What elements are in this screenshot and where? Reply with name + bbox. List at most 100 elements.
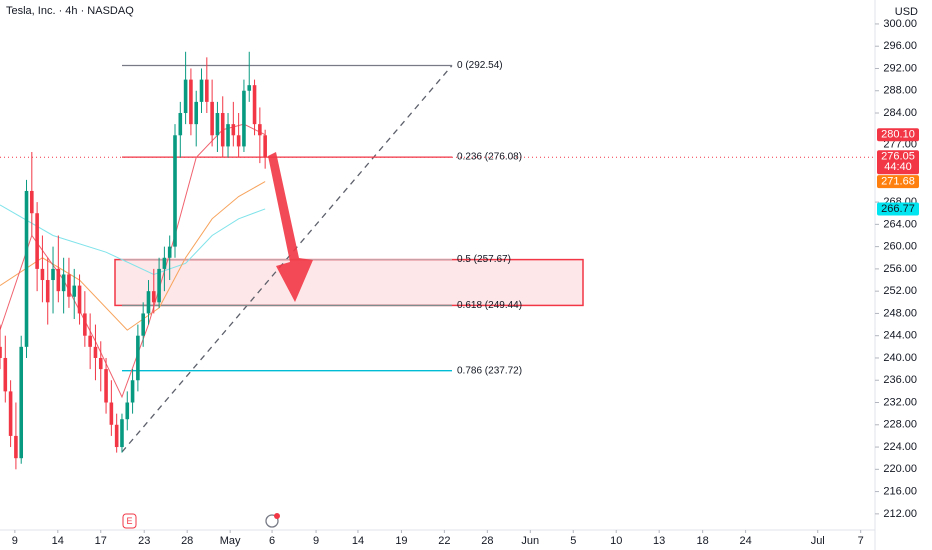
x-tick-label: 9 (12, 535, 18, 547)
y-tick-label: 277.00 (883, 139, 917, 151)
candle-body (242, 90, 246, 147)
candle-body (194, 101, 199, 125)
price-badge (877, 175, 919, 189)
candle-body (61, 274, 66, 292)
y-tick-label: 248.00 (883, 307, 917, 319)
x-tick-label: 7 (858, 535, 864, 547)
arrow (268, 152, 313, 302)
candle-body (252, 85, 257, 125)
y-tick-label: 264.00 (883, 218, 917, 230)
candle-body (0, 346, 2, 358)
candle-body (226, 124, 230, 147)
candle-body (88, 335, 92, 347)
trend-diagonal (121, 65, 453, 453)
fib-label: 0.786 (237.72) (457, 365, 522, 376)
moving-average (0, 181, 266, 331)
x-tick-label: 9 (313, 535, 319, 547)
x-tick-label: 17 (95, 535, 107, 547)
plot: 0 (292.54) 0.236 (276.08) 0.5 (257.67) 0.61… (0, 51, 875, 470)
x-tick-label: 28 (481, 535, 493, 547)
candle-body (220, 113, 225, 147)
y-tick-label: 232.00 (883, 396, 917, 408)
y-tick-label: 296.00 (883, 40, 917, 52)
candle-body (93, 346, 98, 358)
candle-body (30, 190, 34, 214)
candle-body (125, 402, 130, 420)
candle-body (236, 135, 241, 147)
candle-body (120, 419, 124, 448)
candle-body (40, 268, 45, 281)
x-tick-label: 22 (438, 535, 450, 547)
x-tick-label: 14 (52, 535, 64, 547)
candle-body (51, 268, 55, 281)
candle-body (141, 313, 145, 336)
candle-body (45, 280, 50, 303)
candle-body (199, 79, 204, 102)
chart-title: Tesla, Inc. · 4h · NASDAQ (6, 5, 134, 17)
candle-body (231, 124, 236, 136)
earnings-badge (122, 513, 137, 529)
fib-label: 0.236 (276.08) (457, 152, 522, 163)
fib-label: 0.5 (257.67) (457, 254, 511, 265)
x-tick-label: Jun (521, 535, 539, 547)
y-tick-label: 228.00 (883, 419, 917, 431)
x-tick-label: 28 (181, 535, 193, 547)
candle-body (8, 391, 13, 436)
candle-body (146, 291, 151, 314)
candle-body (157, 268, 161, 303)
y-tick-label: 256.00 (883, 263, 917, 275)
fib-label: 0.618 (249.44) (457, 300, 522, 311)
x-tick-label: 24 (739, 535, 751, 547)
candle-body (136, 335, 140, 381)
candle-body (83, 313, 87, 336)
x-tick-label: 14 (352, 535, 364, 547)
candle-body (24, 190, 29, 347)
event-icon (265, 514, 279, 528)
candle-body (14, 435, 18, 459)
fib-label: 0 (292.54) (457, 60, 503, 71)
candle-body (3, 357, 8, 392)
x-tick-label: 10 (610, 535, 622, 547)
y-tick-label: 244.00 (883, 330, 917, 342)
candle-body (114, 424, 119, 448)
candle-body (205, 79, 209, 102)
y-tick-label: 252.00 (883, 285, 917, 297)
x-tick-label: 13 (653, 535, 665, 547)
event-dot (274, 513, 280, 519)
candle-body (178, 113, 183, 136)
candle-body (210, 101, 214, 136)
y-tick-label: 284.00 (883, 107, 917, 119)
y-tick-label: 220.00 (883, 463, 917, 475)
candle-body (167, 246, 172, 258)
x-tick-label: May (220, 535, 241, 547)
countdown: 44:40 (884, 161, 912, 173)
x-tick-label: 5 (570, 535, 576, 547)
y-tick-label: 300.00 (883, 18, 917, 30)
currency: USD (895, 6, 918, 18)
candle-body (35, 213, 39, 269)
price-badge-label: 280.10 (881, 129, 915, 141)
price-badge-label: 271.68 (881, 176, 915, 188)
x-tick-label: 19 (395, 535, 407, 547)
y-tick-label: 288.00 (883, 85, 917, 97)
candle-body (173, 135, 177, 247)
candle-body (258, 124, 262, 136)
candle-body (67, 274, 71, 297)
y-tick-label: 260.00 (883, 241, 917, 253)
x-tick-label: 23 (138, 535, 150, 547)
price-badge (877, 150, 919, 175)
candle-body (77, 285, 82, 314)
y-tick-label: 224.00 (883, 441, 917, 453)
candle-body (183, 79, 188, 114)
candle-body (109, 402, 114, 425)
y-tick-label: 212.00 (883, 508, 917, 520)
candle-body (162, 257, 167, 269)
candle-body (215, 113, 220, 136)
candle-body (104, 369, 108, 403)
candle-body (72, 285, 77, 297)
price-badge (877, 202, 919, 216)
x-tick-label: Jul (811, 535, 825, 547)
x-tick-label: 18 (697, 535, 709, 547)
